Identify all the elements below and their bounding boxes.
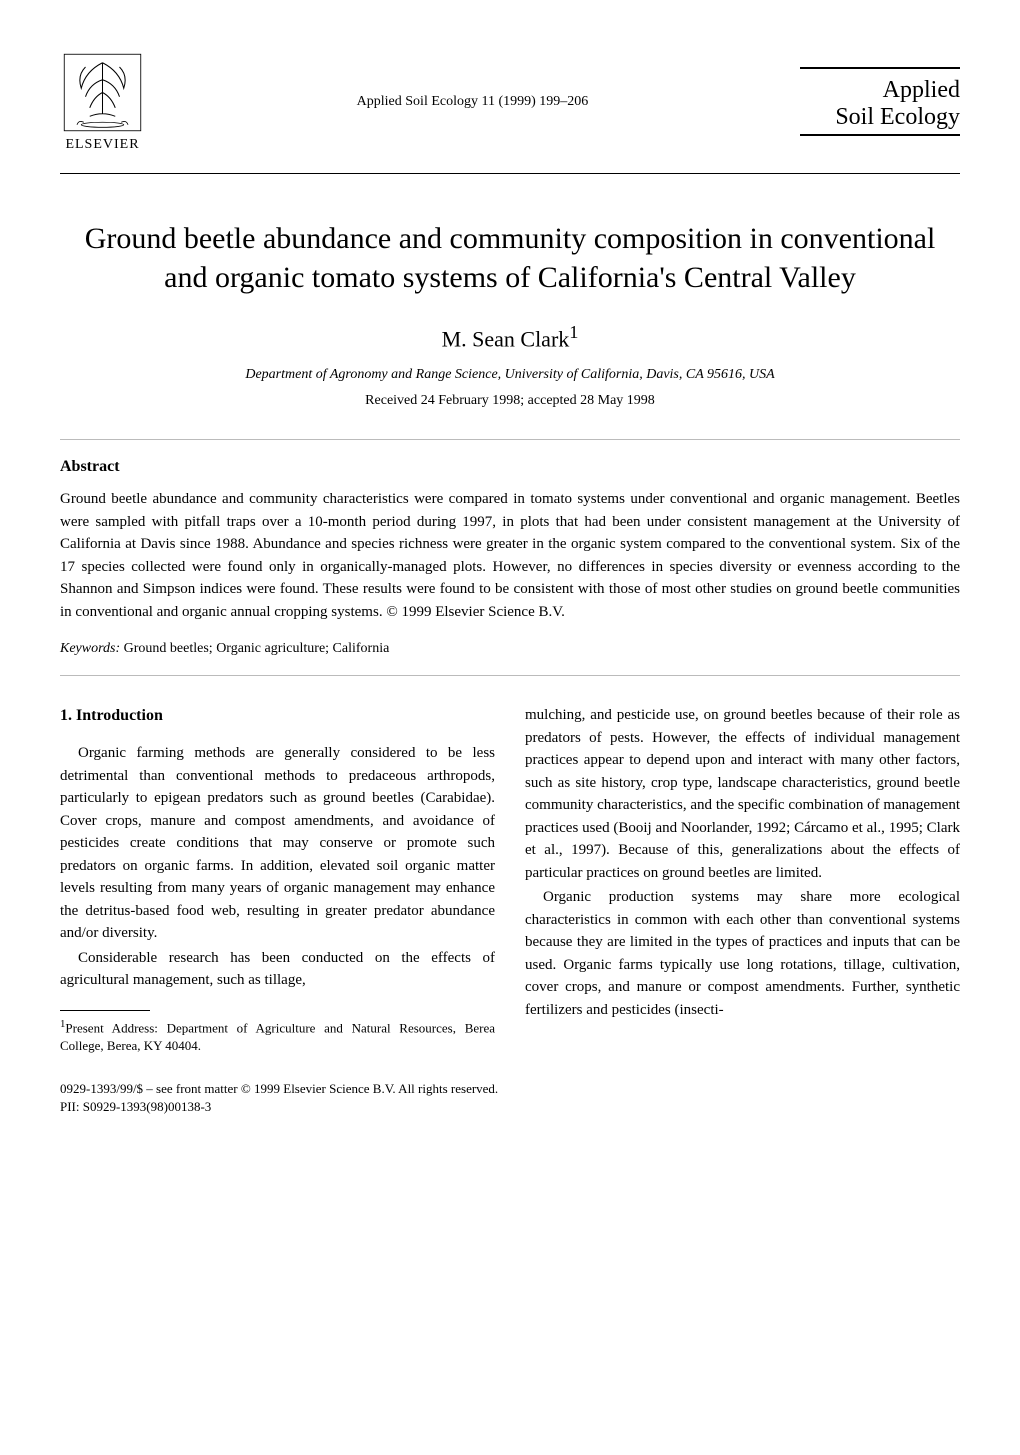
- author-text: M. Sean Clark: [442, 326, 570, 351]
- article-title: Ground beetle abundance and community co…: [60, 219, 960, 297]
- abstract-top-rule: [60, 439, 960, 440]
- author-name: M. Sean Clark1: [60, 322, 960, 352]
- keywords: Keywords: Ground beetles; Organic agricu…: [60, 641, 960, 657]
- paragraph-1: Organic farming methods are generally co…: [60, 742, 495, 945]
- affiliation: Department of Agronomy and Range Science…: [60, 367, 960, 383]
- keywords-label: Keywords:: [60, 641, 120, 656]
- journal-title-line1: Applied: [800, 77, 960, 103]
- abstract-bottom-rule: [60, 675, 960, 676]
- keywords-text: Ground beetles; Organic agriculture; Cal…: [120, 641, 389, 656]
- publisher-logo: ELSEVIER: [60, 50, 145, 153]
- footnote-separator: [60, 1010, 150, 1011]
- pii-line: PII: S0929-1393(98)00138-3: [60, 1098, 960, 1116]
- publisher-name: ELSEVIER: [65, 137, 139, 153]
- journal-title-line2: Soil Ecology: [800, 104, 960, 130]
- author-affil-super: 1: [569, 322, 578, 342]
- journal-reference: Applied Soil Ecology 11 (1999) 199–206: [145, 94, 800, 110]
- abstract-heading: Abstract: [60, 458, 960, 476]
- bottom-metadata: 0929-1393/99/$ – see front matter © 1999…: [60, 1080, 960, 1116]
- footnote: 1Present Address: Department of Agricult…: [60, 1017, 495, 1056]
- body-columns: 1. Introduction Organic farming methods …: [60, 704, 960, 1055]
- journal-title-box: Applied Soil Ecology: [800, 67, 960, 136]
- footnote-text: Present Address: Department of Agricultu…: [60, 1020, 495, 1053]
- abstract-text: Ground beetle abundance and community ch…: [60, 488, 960, 623]
- column-left: 1. Introduction Organic farming methods …: [60, 704, 495, 1055]
- elsevier-tree-icon: [60, 50, 145, 135]
- paragraph-2: Considerable research has been conducted…: [60, 947, 495, 992]
- header-row: ELSEVIER Applied Soil Ecology 11 (1999) …: [60, 50, 960, 153]
- paragraph-3: mulching, and pesticide use, on ground b…: [525, 704, 960, 884]
- copyright-line: 0929-1393/99/$ – see front matter © 1999…: [60, 1080, 960, 1098]
- section-heading: 1. Introduction: [60, 704, 495, 728]
- header-rule: [60, 173, 960, 174]
- column-right: mulching, and pesticide use, on ground b…: [525, 704, 960, 1055]
- paragraph-4: Organic production systems may share mor…: [525, 886, 960, 1021]
- article-dates: Received 24 February 1998; accepted 28 M…: [60, 393, 960, 409]
